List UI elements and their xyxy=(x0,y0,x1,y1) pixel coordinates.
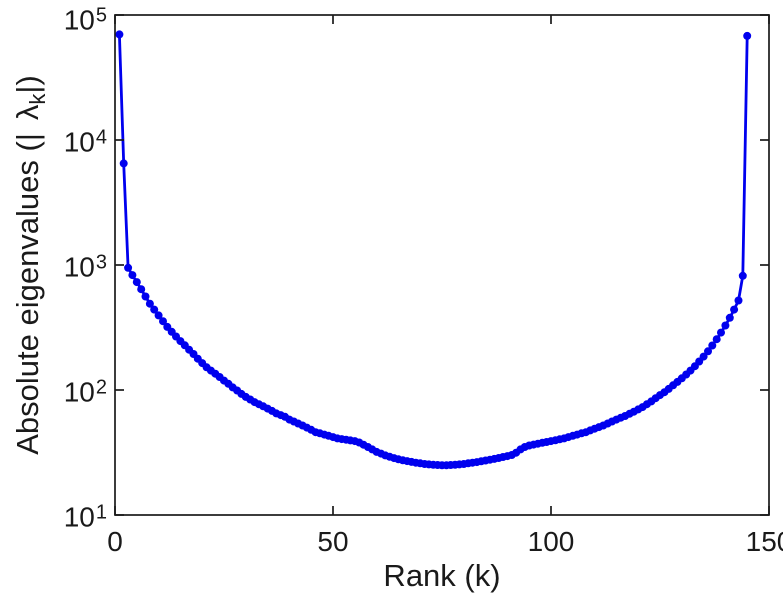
data-point xyxy=(717,328,725,337)
x-tick-label-150: 150 xyxy=(745,526,783,557)
x-tick-label-0: 0 xyxy=(107,526,123,557)
x-tick-label-100: 100 xyxy=(527,526,575,557)
y-tick-base: 10 xyxy=(63,376,95,408)
data-point xyxy=(721,321,730,330)
data-point xyxy=(704,347,712,356)
data-point xyxy=(699,352,708,361)
data-point xyxy=(730,305,739,314)
y-tick-base: 10 xyxy=(63,251,95,283)
lambda-symbol: λ xyxy=(10,104,45,121)
y-axis-label: Absolute eigenvalues (| λk|) xyxy=(7,0,50,575)
data-point xyxy=(141,292,150,301)
y-tick-exponent: 4 xyxy=(95,126,107,149)
data-point xyxy=(115,30,124,39)
y-tick-label-1e4: 104 xyxy=(64,123,107,158)
data-point xyxy=(734,296,743,305)
x-axis-label: Rank (k) xyxy=(383,558,501,593)
y-tick-base: 10 xyxy=(63,126,95,158)
data-point xyxy=(137,285,146,294)
y-tick-exponent: 1 xyxy=(95,501,107,524)
data-point xyxy=(119,159,128,168)
data-point xyxy=(154,311,163,320)
y-tick-base: 10 xyxy=(63,501,95,533)
lambda-subscript: k xyxy=(25,93,50,105)
y-tick-exponent: 2 xyxy=(95,376,107,399)
data-point xyxy=(712,335,721,344)
y-axis-label-prefix: Absolute eigenvalues (| xyxy=(10,133,45,455)
y-tick-exponent: 5 xyxy=(95,4,107,27)
x-tick-label-50: 50 xyxy=(317,526,349,557)
data-point xyxy=(708,341,717,350)
y-tick-exponent: 3 xyxy=(95,251,107,274)
data-point xyxy=(128,271,137,280)
y-tick-base: 10 xyxy=(63,4,95,36)
y-tick-label-1e1: 101 xyxy=(64,498,107,533)
data-point xyxy=(150,305,159,314)
data-point xyxy=(145,299,154,308)
data-point xyxy=(725,313,734,322)
data-point xyxy=(124,263,133,272)
data-point xyxy=(743,31,752,40)
y-tick-label-1e2: 102 xyxy=(64,373,107,408)
y-tick-label-1e5: 105 xyxy=(64,1,107,36)
y-tick-label-1e3: 103 xyxy=(64,248,107,283)
y-axis-label-suffix: |) xyxy=(10,75,45,94)
data-point xyxy=(132,278,141,287)
data-point xyxy=(159,317,167,326)
data-point xyxy=(738,271,747,280)
